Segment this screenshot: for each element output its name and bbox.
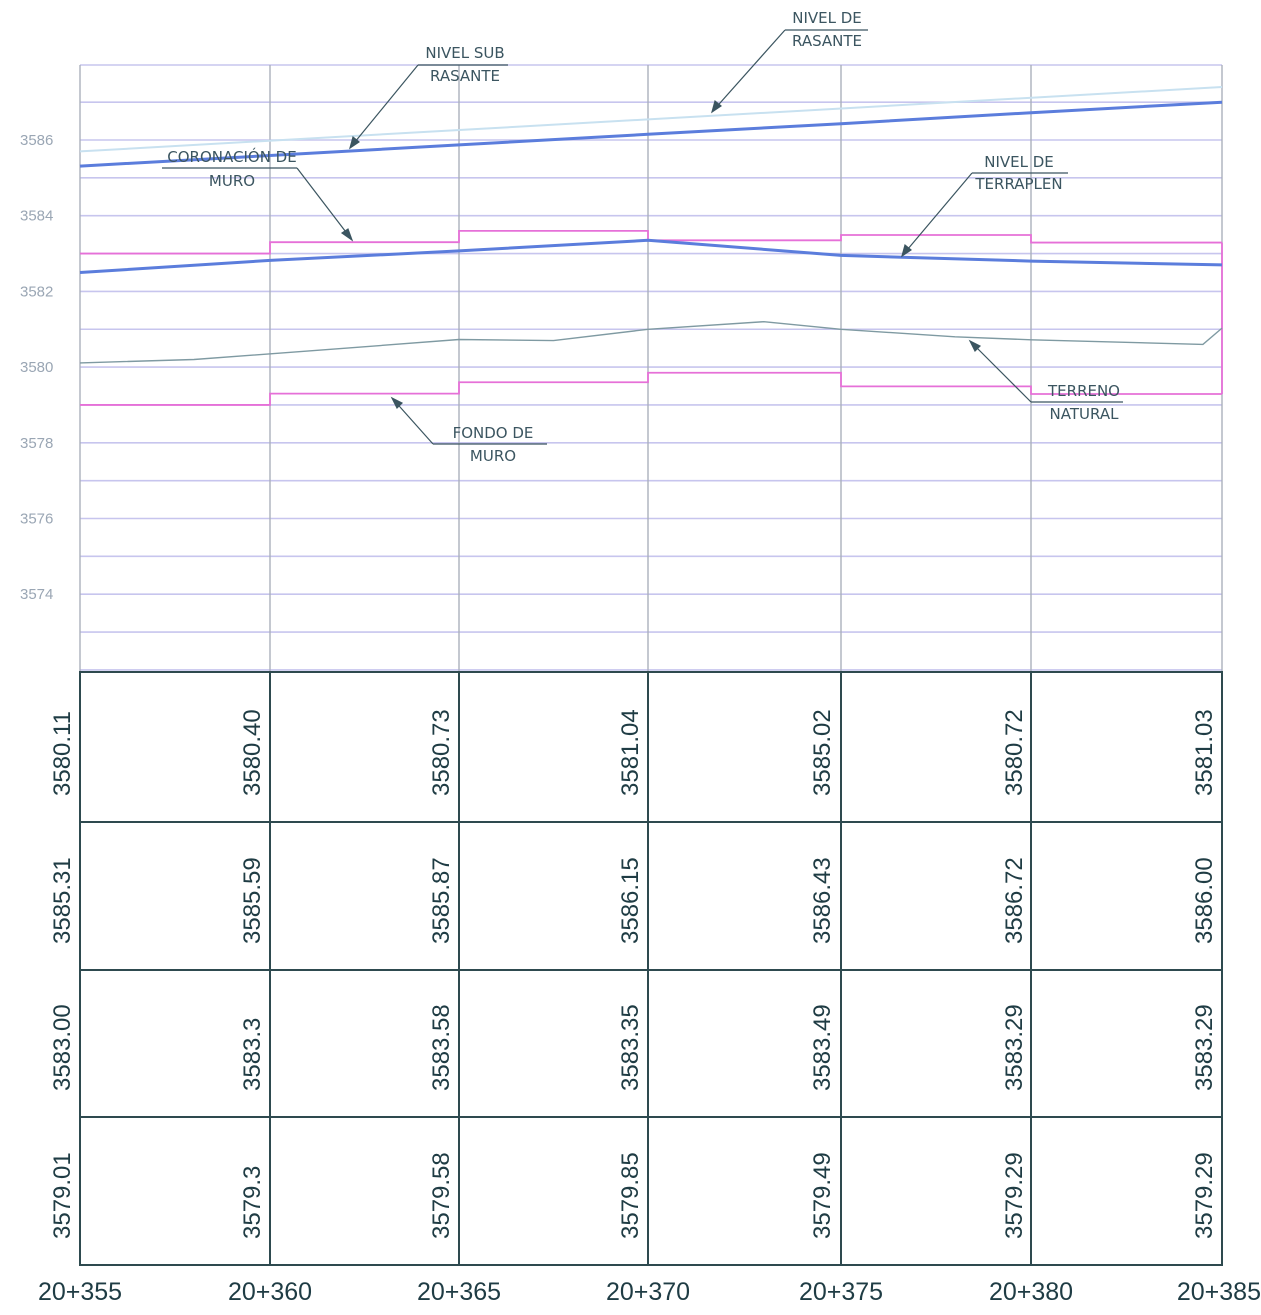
leader-terraplen (901, 172, 973, 257)
y-tick-label: 3584 (20, 208, 53, 225)
series-lines (79, 86, 1223, 364)
table-cell: 3586.43 (809, 857, 836, 944)
label-coronacion-2: MURO (209, 172, 255, 190)
table-cell: 3579.58 (428, 1152, 455, 1239)
terraplen-line (79, 238, 1223, 274)
table-cell: 3583.58 (428, 1004, 455, 1091)
table-cell: 3583.49 (809, 1004, 836, 1091)
label-subrasante-1: NIVEL SUB (425, 44, 504, 62)
label-terreno-2: NATURAL (1050, 405, 1120, 423)
table-cell: 3586.72 (1001, 857, 1028, 944)
leader-terraplen-arrow (900, 243, 913, 258)
table-cell: 3583.29 (1191, 1004, 1218, 1091)
leader-coronacion (296, 167, 353, 241)
table-cell: 3579.01 (49, 1152, 76, 1239)
label-terraplen-2: TERRAPLEN (974, 175, 1062, 193)
leader-terreno-arrow (968, 339, 982, 353)
label-rasante-2: RASANTE (792, 32, 862, 50)
table-cell: 3581.04 (617, 709, 644, 796)
table-cell: 3586.15 (617, 857, 644, 944)
grid (79, 64, 1223, 672)
table-cell: 3583.3 (239, 1018, 266, 1091)
table-cell: 3583.35 (617, 1004, 644, 1091)
leader-coronacion-arrow (340, 228, 354, 242)
table-cell: 3581.03 (1191, 709, 1218, 796)
table-cell: 3580.40 (239, 709, 266, 796)
table-cell: 3580.72 (1001, 709, 1028, 796)
label-rasante-1: NIVEL DE (792, 9, 862, 27)
annotations: NIVEL DE RASANTE NIVEL SUB RASANTE CORON… (167, 9, 1120, 465)
elevation-table: 3580.11 3580.40 3580.73 3581.04 3585.02 3580.… (49, 671, 1223, 1266)
table-cell: 3586.00 (1191, 857, 1218, 944)
y-tick-label: 3574 (20, 586, 53, 603)
station-label: 20+365 (417, 1278, 501, 1306)
station-label: 20+355 (38, 1278, 122, 1306)
station-label: 20+375 (799, 1278, 883, 1306)
table-cell: 3580.11 (49, 711, 76, 796)
label-fondo-1: FONDO DE (453, 424, 534, 442)
table-cell: 3579.85 (617, 1152, 644, 1239)
leader-subrasante (349, 64, 419, 149)
leader-fondo-arrow (390, 396, 404, 410)
station-label: 20+370 (606, 1278, 690, 1306)
table-cell: 3580.73 (428, 709, 455, 796)
table-cell: 3579.3 (239, 1166, 266, 1239)
leader-rasante (711, 29, 786, 113)
y-tick-label: 3576 (20, 511, 53, 528)
rasante-line (79, 86, 1223, 153)
table-cell: 3585.02 (809, 709, 836, 796)
table-cell: 3579.49 (809, 1152, 836, 1239)
terreno-natural-line (79, 320, 1223, 364)
leader-subrasante-arrow (348, 135, 361, 150)
table-cell: 3579.29 (1191, 1152, 1218, 1239)
table-cell: 3579.29 (1001, 1152, 1028, 1239)
table-frame (79, 671, 1223, 1266)
station-label: 20+385 (1177, 1278, 1261, 1306)
station-label: 20+380 (989, 1278, 1073, 1306)
leader-rasante-arrow (710, 99, 723, 114)
y-tick-label: 3578 (20, 435, 53, 452)
label-coronacion-1: CORONACIÓN DE (167, 147, 296, 166)
station-label: 20+360 (228, 1278, 312, 1306)
subrasante-line (79, 100, 1223, 168)
label-terreno-1: TERRENO (1047, 382, 1120, 400)
leader-terreno (969, 340, 1032, 403)
wall-bottom-line (80, 371, 1222, 406)
wall-segments (80, 229, 1223, 406)
table-cell: 3585.31 (49, 857, 76, 944)
label-subrasante-2: RASANTE (430, 67, 500, 85)
table-cell: 3583.00 (49, 1004, 76, 1091)
y-axis-ticks: 3586 3584 3582 3580 3578 3576 3574 (20, 132, 53, 603)
y-tick-label: 3580 (20, 359, 53, 376)
station-labels: 20+355 20+360 20+365 20+370 20+375 20+380 20+3… (38, 1278, 1261, 1306)
label-terraplen-1: NIVEL DE (984, 153, 1054, 171)
y-tick-label: 3586 (20, 132, 53, 149)
label-fondo-2: MURO (470, 447, 516, 465)
table-cell: 3585.59 (239, 857, 266, 944)
table-cell: 3585.87 (428, 857, 455, 944)
table-cell: 3583.29 (1001, 1004, 1028, 1091)
annotation-leaders (162, 29, 1123, 445)
wall-top-line (80, 229, 1222, 255)
y-tick-label: 3582 (20, 283, 53, 300)
